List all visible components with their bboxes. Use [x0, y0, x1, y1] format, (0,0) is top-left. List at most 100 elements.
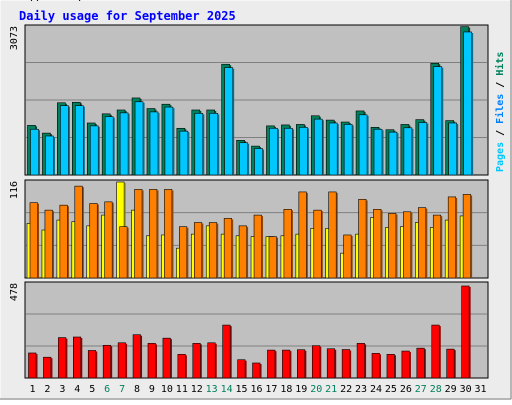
bar-files-day-16 — [254, 148, 265, 176]
bar-sites-day-3 — [59, 204, 69, 279]
x-tick-label-day-2: 2 — [44, 384, 50, 395]
bar-kbf-day-8 — [132, 334, 143, 379]
x-tick-label-day-25: 25 — [385, 384, 397, 395]
x-tick-label-day-9: 9 — [149, 384, 155, 395]
bar-files-day-17 — [269, 127, 279, 176]
legend-entry: / — [72, 0, 90, 3]
bar-sites-day-12 — [193, 222, 204, 279]
bar-kbf-day-28 — [431, 324, 441, 379]
bar-files-day-19 — [299, 127, 309, 176]
x-tick-label-day-8: 8 — [134, 384, 140, 395]
bar-sites-day-8 — [134, 189, 144, 279]
bar-files-day-12 — [194, 113, 205, 176]
bar-sites-day-5 — [89, 203, 99, 279]
legend-entry: KB Out — [90, 0, 126, 3]
bar-files-day-4 — [75, 105, 85, 176]
legend-kbytes: KB F / KB In / KB Out — [0, 0, 126, 3]
x-tick-label-day-19: 19 — [295, 384, 307, 395]
bar-sites-day-14 — [223, 218, 234, 279]
legend-entry: Files — [494, 94, 506, 124]
bar-files-day-8 — [134, 101, 145, 176]
bar-sites-day-10 — [164, 189, 174, 279]
bar-sites-day-17 — [268, 236, 278, 279]
bar-kbf-day-1 — [28, 352, 38, 379]
bar-kbf-day-16 — [252, 362, 262, 379]
bar-files-day-29 — [448, 122, 459, 176]
bar-files-day-28 — [433, 66, 444, 176]
bar-files-day-2 — [45, 135, 55, 176]
x-tick-label-day-21: 21 — [325, 384, 337, 395]
x-tick-label-day-14: 14 — [221, 384, 233, 395]
bar-kbf-day-14 — [222, 324, 232, 379]
bar-files-day-10 — [164, 106, 175, 176]
bar-sites-day-9 — [149, 189, 159, 279]
bar-kbf-day-6 — [102, 344, 113, 379]
x-tick-label-day-12: 12 — [191, 384, 203, 395]
bar-files-day-26 — [403, 127, 414, 176]
bar-kbf-day-20 — [311, 345, 322, 379]
bar-sites-day-28 — [432, 214, 443, 279]
x-tick-label-day-31: 31 — [475, 384, 487, 395]
bar-sites-day-15 — [238, 225, 249, 279]
bar-sites-day-6 — [104, 201, 114, 279]
bar-sites-day-20 — [313, 209, 323, 279]
bar-sites-day-18 — [283, 209, 293, 279]
bar-sites-day-27 — [418, 207, 428, 279]
bar-sites-day-11 — [179, 226, 189, 279]
bar-kbf-day-7 — [117, 342, 128, 379]
bar-kbf-day-27 — [416, 347, 426, 379]
chart-title: Daily usage for September 2025 — [19, 9, 236, 23]
legend-entry: Hits — [494, 52, 506, 76]
bar-files-day-6 — [104, 116, 115, 176]
x-tick-label-day-3: 3 — [59, 384, 65, 395]
legend-entry: KB In — [42, 0, 72, 3]
legend-entry: Pages — [495, 142, 506, 172]
bar-kbf-day-2 — [43, 356, 53, 379]
bar-files-day-1 — [30, 128, 40, 176]
bar-kbf-day-13 — [207, 342, 217, 379]
legend-hits-files-pages: Pages / Files / Hits — [494, 52, 506, 172]
x-tick-label-day-28: 28 — [430, 384, 442, 395]
bar-kbf-day-22 — [341, 349, 352, 379]
panel-kbytes: 478 KB F / KB In / KB Out — [0, 0, 489, 379]
x-tick-label-day-22: 22 — [340, 384, 352, 395]
bar-kbf-day-21 — [326, 348, 337, 379]
bar-files-day-11 — [179, 130, 190, 176]
y-max-label: 116 — [9, 181, 20, 199]
bar-kbf-day-19 — [297, 349, 307, 379]
legend-entry: Sites — [0, 0, 30, 3]
legend-entry: / — [495, 124, 506, 142]
x-tick-label-day-17: 17 — [265, 384, 277, 395]
bar-sites-day-2 — [44, 209, 54, 279]
x-tick-label-day-13: 13 — [206, 384, 218, 395]
bar-kbf-day-15 — [237, 359, 247, 379]
bar-kbf-day-10 — [162, 337, 172, 379]
x-tick-label-day-15: 15 — [236, 384, 248, 395]
chart-panels: 3073 Pages / Files / Hits 116 Sites / Visit… — [0, 0, 506, 379]
legend-entry: KB F — [0, 0, 24, 3]
x-axis-day-labels: 1 2 3 4 5 6 7 8 9 10 11 12 13 14 15 16 17 18 19 20 21 22 23 24 2… — [29, 384, 486, 395]
bar-sites-day-1 — [29, 202, 39, 279]
bar-files-day-25 — [388, 131, 399, 176]
legend-entry: Visits — [48, 0, 84, 3]
bar-sites-day-22 — [343, 234, 353, 279]
bar-files-day-27 — [418, 122, 429, 176]
bar-sites-day-16 — [253, 214, 264, 279]
bar-files-day-24 — [373, 128, 384, 176]
x-tick-label-day-1: 1 — [29, 384, 35, 395]
bar-sites-day-25 — [388, 213, 398, 279]
bar-kbf-day-23 — [356, 343, 367, 379]
bar-files-day-9 — [149, 111, 160, 176]
bar-kbf-day-5 — [87, 350, 98, 379]
bar-sites-day-26 — [403, 211, 413, 279]
legend-visits-sites: Sites / Visits — [0, 0, 84, 3]
bar-files-day-7 — [119, 112, 130, 176]
bar-sites-day-23 — [358, 199, 368, 279]
bar-sites-day-7 — [119, 226, 129, 279]
x-tick-label-day-18: 18 — [280, 384, 292, 395]
y-max-label: 478 — [9, 283, 20, 301]
bar-sites-day-29 — [447, 196, 458, 279]
bar-kbf-day-12 — [192, 343, 202, 379]
